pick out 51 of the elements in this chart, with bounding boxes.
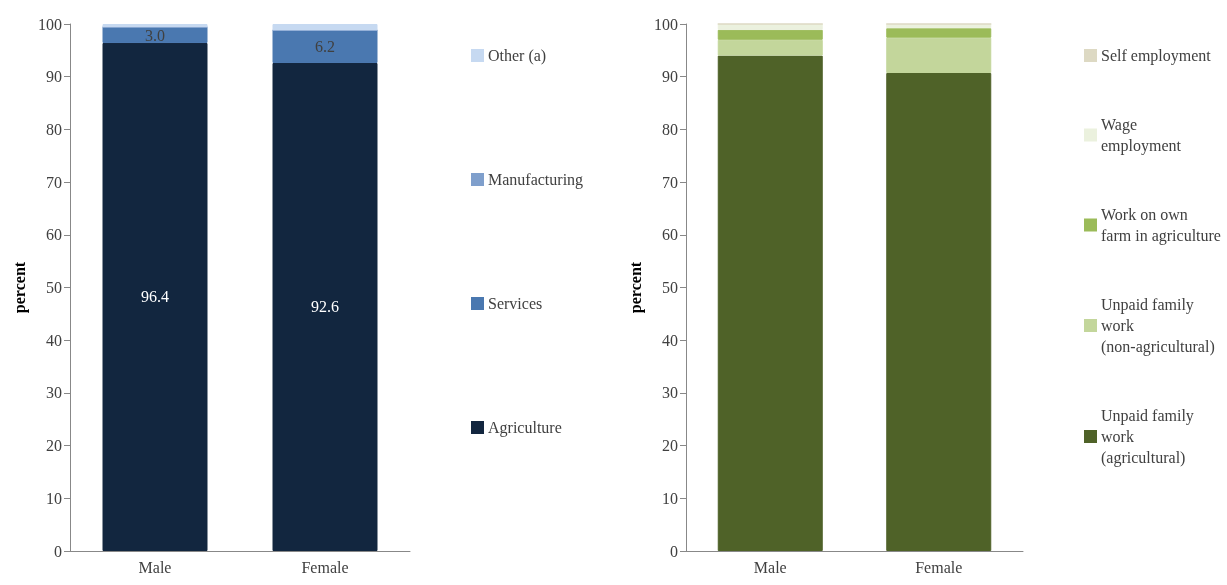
- y-tick-label: 100: [654, 15, 678, 33]
- legend-label: Manufacturing: [488, 171, 584, 189]
- y-tick-label: 10: [46, 489, 62, 507]
- legend-label: Services: [488, 295, 543, 312]
- data-label: 96.4: [141, 288, 169, 306]
- y-tick-label: 100: [38, 15, 62, 33]
- y-tick-label: 80: [662, 120, 678, 138]
- y-tick-label: 30: [46, 384, 62, 402]
- legend-label: Wage employment: [1101, 116, 1182, 155]
- bar: [717, 29, 823, 40]
- bar: [272, 63, 378, 551]
- bar: [272, 30, 378, 63]
- bar: [717, 55, 823, 551]
- legend-label: Self employment: [1101, 47, 1212, 65]
- data-label: 3.0: [145, 26, 165, 44]
- y-tick-label: 90: [662, 68, 678, 86]
- bar: [886, 37, 992, 74]
- legend-label: Work on own farm in agriculture: [1101, 206, 1221, 245]
- bar: [717, 39, 823, 56]
- y-tick-label: 40: [662, 331, 678, 349]
- data-label: 6.2: [315, 38, 335, 56]
- y-tick-label: 70: [662, 173, 678, 191]
- y-tick-label: 50: [662, 279, 678, 296]
- y-tick-label: 30: [662, 384, 678, 402]
- y-tick-label: 20: [46, 437, 62, 455]
- y-tick-label: 0: [670, 542, 678, 560]
- bar: [272, 24, 378, 31]
- y-axis-title: percent: [10, 261, 29, 314]
- y-tick-label: 60: [662, 226, 678, 244]
- y-tick-label: 80: [46, 120, 62, 138]
- data-label: 92.6: [311, 298, 339, 316]
- y-tick-label: 0: [54, 542, 62, 560]
- x-tick-label: Female: [915, 558, 963, 576]
- x-tick-label: Female: [301, 558, 349, 576]
- y-tick-label: 50: [46, 279, 62, 296]
- bar: [102, 42, 208, 551]
- x-tick-label: Male: [753, 558, 787, 576]
- y-axis-title: percent: [626, 261, 645, 314]
- y-tick-label: 20: [662, 437, 678, 455]
- legend-label: Other (a): [488, 47, 547, 65]
- y-tick-label: 10: [662, 489, 678, 507]
- y-tick-label: 90: [46, 68, 62, 86]
- bar: [886, 28, 992, 38]
- y-tick-label: 70: [46, 173, 62, 191]
- legend-label: Agriculture: [488, 419, 562, 437]
- x-tick-label: Male: [138, 558, 172, 576]
- y-tick-label: 60: [46, 226, 62, 244]
- bar: [886, 73, 992, 551]
- legend-label: Unpaid family work (non-agricultural): [1101, 296, 1215, 356]
- y-tick-label: 40: [46, 331, 62, 349]
- legend-label: Unpaid family work (agricultural): [1101, 407, 1198, 467]
